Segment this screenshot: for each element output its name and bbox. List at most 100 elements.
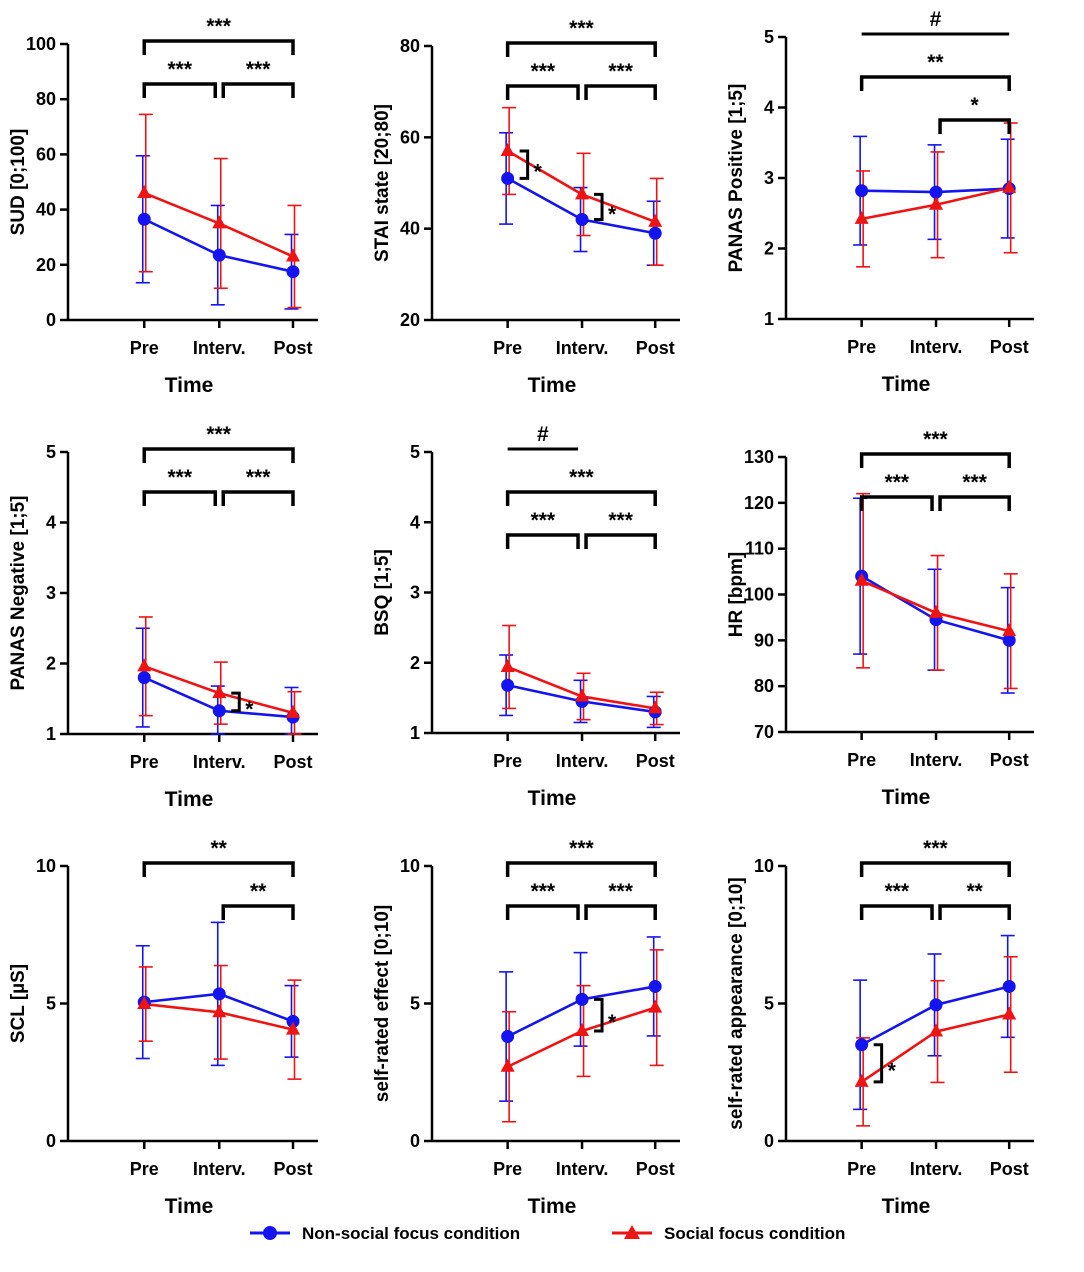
sig-label: *** (608, 509, 633, 532)
y-tick-label: 4 (410, 512, 420, 532)
legend-marker-social (624, 1225, 640, 1239)
panel-appearance: 0 5 10 Pre Interv. Post Time self-rated appeara… (726, 837, 1034, 1218)
y-axis-title: STAI state [20;80] (372, 104, 393, 262)
legend-label-non-social: Non-social focus condition (302, 1224, 520, 1243)
x-tick-label: Post (273, 338, 312, 358)
data-point-social (137, 996, 152, 1010)
data-point-social (1002, 623, 1017, 637)
x-tick-label: Interv. (910, 1159, 963, 1179)
sig-label: *** (608, 880, 633, 903)
x-tick-label: Pre (847, 337, 876, 357)
data-point-social (854, 210, 869, 224)
sig-bracket (142, 82, 217, 98)
x-tick-label: Post (636, 338, 675, 358)
data-point-non-social (501, 1030, 515, 1043)
y-tick-label: 10 (754, 856, 774, 876)
group-sig-bracket (594, 192, 604, 222)
x-axis-title: Time (882, 373, 931, 396)
x-axis-title: Time (882, 786, 931, 809)
data-point-social (1002, 1006, 1017, 1020)
y-tick-label: 60 (36, 144, 56, 164)
x-tick-label: Pre (847, 750, 876, 770)
data-point-social (854, 572, 869, 586)
y-tick-label: 5 (410, 994, 420, 1014)
data-point-non-social (137, 212, 151, 226)
data-point-social (929, 1023, 944, 1037)
sig-label: *** (569, 466, 594, 489)
data-point-social (1002, 179, 1017, 193)
data-point-non-social (929, 998, 943, 1012)
data-point-non-social (1002, 979, 1016, 993)
data-point-non-social (855, 184, 869, 198)
y-tick-label: 1 (46, 724, 56, 744)
legend: Non-social focus condition Social focus … (250, 1224, 845, 1243)
sig-bracket (505, 861, 657, 877)
sig-bracket (584, 533, 657, 549)
sig-label: *** (885, 880, 910, 903)
panel-panas_neg: 1 2 3 4 5 Pre Interv. Post Time PANAS Negative [1… (8, 423, 318, 811)
group-sig-label: * (888, 1059, 897, 1082)
group-sig-label: * (608, 1011, 617, 1034)
sig-label: *** (531, 509, 556, 532)
data-point-non-social (575, 213, 589, 227)
sig-bracket (859, 452, 1011, 468)
data-point-social (286, 1021, 300, 1035)
y-tick-label: 3 (46, 583, 56, 603)
data-point-social (929, 196, 944, 210)
x-axis-title: Time (528, 374, 577, 397)
x-tick-label: Pre (847, 1159, 876, 1179)
x-axis-title: Time (528, 1195, 577, 1218)
sig-label: ** (250, 880, 267, 903)
data-point-social (929, 604, 944, 618)
y-axis-title: PANAS Negative [1;5] (8, 496, 29, 691)
y-tick-label: 5 (46, 994, 56, 1014)
y-tick-label: 5 (764, 27, 774, 47)
data-point-non-social (212, 248, 226, 262)
data-point-social (648, 213, 663, 227)
data-point-social (575, 688, 590, 702)
legend-item-non-social: Non-social focus condition (250, 1224, 520, 1243)
sig-bracket (142, 39, 295, 55)
data-point-social (500, 1058, 515, 1072)
data-point-social (212, 215, 227, 229)
panel-scl: 0 5 10 Pre Interv. Post Time SCL [µS] ** ** (8, 837, 318, 1218)
data-point-social (212, 685, 227, 699)
data-point-social (500, 143, 515, 157)
y-tick-label: 80 (400, 36, 420, 56)
y-tick-label: 20 (36, 255, 56, 275)
data-point-social (648, 999, 663, 1013)
data-point-non-social (1002, 633, 1016, 647)
x-tick-label: Post (990, 1159, 1029, 1179)
sig-bracket (859, 495, 934, 511)
sig-label: # (930, 8, 942, 31)
y-tick-label: 10 (36, 856, 56, 876)
x-axis-title: Time (165, 788, 214, 811)
x-tick-label: Pre (130, 1159, 159, 1179)
x-tick-label: Pre (493, 751, 522, 771)
data-point-social (648, 700, 663, 714)
sig-bracket (505, 533, 580, 549)
sig-label: *** (206, 15, 231, 38)
x-tick-label: Interv. (193, 752, 246, 772)
sig-label: *** (531, 60, 556, 83)
y-axis-title: HR [bpm] (726, 552, 747, 637)
data-point-non-social (286, 265, 300, 279)
x-tick-label: Interv. (556, 751, 609, 771)
data-point-non-social (286, 1014, 300, 1028)
x-tick-label: Post (273, 752, 312, 772)
y-tick-label: 20 (400, 310, 420, 330)
x-tick-label: Post (636, 1159, 675, 1179)
sig-label: *** (569, 837, 594, 860)
y-tick-label: 100 (744, 585, 774, 605)
y-tick-label: 0 (46, 1131, 56, 1151)
y-tick-label: 4 (46, 513, 56, 533)
y-tick-label: 4 (764, 98, 774, 118)
sig-label: *** (206, 423, 231, 446)
panel-panas_pos: 1 2 3 4 5 Pre Interv. Post Time PANAS Positive [1… (726, 8, 1034, 396)
sig-bracket (584, 904, 657, 920)
sig-bracket (505, 41, 657, 57)
group-sig-label: * (608, 203, 617, 226)
sig-label: *** (608, 60, 633, 83)
